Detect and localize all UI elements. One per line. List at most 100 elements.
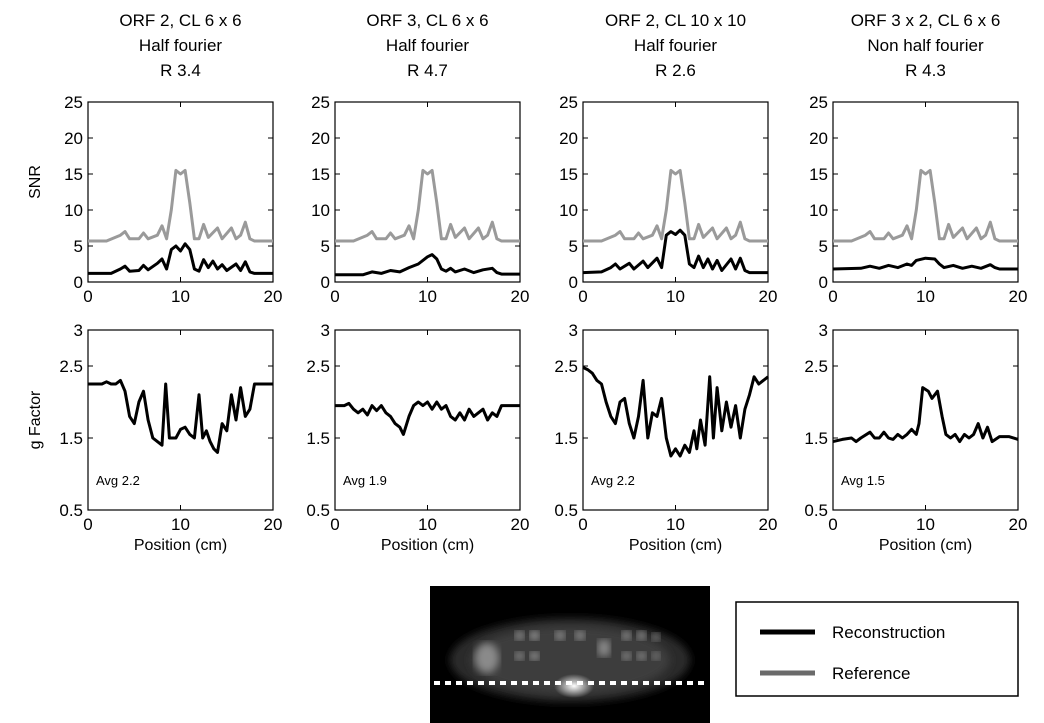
x-axis-label: Position (cm) bbox=[879, 537, 972, 554]
gfactor-panel-0-xtick-label: 0 bbox=[83, 515, 92, 534]
x-axis-label: Position (cm) bbox=[381, 537, 474, 554]
gfactor-panel-1-axes: 0.5 1.5 2.5 3 0 10 20 bbox=[306, 321, 529, 534]
gfactor-panel-1-xtick-label: 20 bbox=[511, 515, 530, 534]
gfactor-panel-1-xtick-label: 0 bbox=[330, 515, 339, 534]
snr-panel-1-ytick-label: 5 bbox=[321, 237, 330, 256]
gfactor-panel-2-xtick-label: 10 bbox=[666, 515, 685, 534]
panel-title-line: R 3.4 bbox=[160, 61, 201, 80]
gfactor-panel-2-ytick-label: 2.5 bbox=[554, 357, 578, 376]
legend-label-reference: Reference bbox=[832, 664, 910, 683]
legend: Reconstruction Reference bbox=[735, 601, 1019, 697]
gfactor-panel-3-xtick-label: 20 bbox=[1009, 515, 1028, 534]
snr-panel-0-ytick-label: 20 bbox=[64, 129, 83, 148]
panel-title-line: Non half fourier bbox=[867, 36, 984, 55]
gfactor-panel-1-ytick-label: 1.5 bbox=[306, 429, 330, 448]
gfactor-panel-0-ytick-label: 0.5 bbox=[59, 501, 83, 520]
snr-panel-3-ytick-label: 15 bbox=[809, 165, 828, 184]
snr-panel-2-axes: 0 5 10 15 20 25 0 10 20 bbox=[559, 93, 777, 306]
avg-annotation: Avg 1.9 bbox=[343, 473, 387, 488]
snr-reconstruction-line bbox=[335, 253, 520, 277]
snr-axis-label: SNR bbox=[27, 165, 44, 199]
gfactor-panel-2-ytick-label: 0.5 bbox=[554, 501, 578, 520]
snr-panel-3-xtick-label: 10 bbox=[916, 287, 935, 306]
snr-panel-2-ytick-label: 5 bbox=[569, 237, 578, 256]
gfactor-panel-3-xtick-label: 0 bbox=[828, 515, 837, 534]
snr-reconstruction-line bbox=[582, 228, 768, 275]
gfactor-panel-0-axes: 0.5 1.5 2.5 3 0 10 20 bbox=[59, 321, 282, 534]
phantom-image bbox=[430, 586, 710, 723]
snr-reference-line bbox=[833, 168, 1018, 243]
snr-panel-1-xtick-label: 0 bbox=[330, 287, 339, 306]
gfactor-panel-3-ytick-label: 3 bbox=[819, 321, 828, 340]
gfactor-panel-2-xtick-label: 0 bbox=[578, 515, 587, 534]
gfactor-panel-3-ytick-label: 1.5 bbox=[804, 429, 828, 448]
panel-title-line: Half fourier bbox=[634, 36, 717, 55]
snr-panel-3-ytick-label: 20 bbox=[809, 129, 828, 148]
gfactor-panel-2-ytick-label: 3 bbox=[569, 321, 578, 340]
snr-panel-1-ytick-label: 15 bbox=[311, 165, 330, 184]
snr-panel-2-ytick-label: 25 bbox=[559, 93, 578, 112]
gfactor-line bbox=[582, 366, 769, 458]
snr-panel-1-xtick-label: 20 bbox=[511, 287, 530, 306]
gfactor-panel-3-xtick-label: 10 bbox=[916, 515, 935, 534]
snr-panel-1-axes: 0 5 10 15 20 25 0 10 20 bbox=[311, 93, 529, 306]
gfactor-panel-1-ytick-label: 0.5 bbox=[306, 501, 330, 520]
gfactor-panel-2-xtick-label: 20 bbox=[759, 515, 778, 534]
snr-panel-0-axes: 0 5 10 15 20 25 0 10 20 bbox=[64, 93, 282, 306]
snr-panel-2-ytick-label: 10 bbox=[559, 201, 578, 220]
x-axis-label: Position (cm) bbox=[134, 537, 227, 554]
avg-annotation: Avg 2.2 bbox=[96, 473, 140, 488]
snr-panel-3-ytick-label: 10 bbox=[809, 201, 828, 220]
snr-panel-1-ytick-label: 0 bbox=[321, 273, 330, 292]
snr-panel-0-ytick-label: 0 bbox=[74, 273, 83, 292]
gfactor-panel-0-xtick-label: 10 bbox=[171, 515, 190, 534]
panel-title-line: Half fourier bbox=[139, 36, 222, 55]
snr-reference-line bbox=[88, 168, 273, 243]
chart-panels: ORF 2, CL 6 x 6 Half fourier R 3.4 0 5 10 15 20… bbox=[27, 11, 1027, 554]
snr-panel-2-ytick-label: 15 bbox=[559, 165, 578, 184]
snr-panel-0-xtick-label: 10 bbox=[171, 287, 190, 306]
gfactor-panel-0-ytick-label: 3 bbox=[74, 321, 83, 340]
snr-panel-3-ytick-label: 25 bbox=[809, 93, 828, 112]
avg-annotation: Avg 1.5 bbox=[841, 473, 885, 488]
gfactor-panel-0-ytick-label: 1.5 bbox=[59, 429, 83, 448]
snr-panel-3-ytick-label: 5 bbox=[819, 237, 828, 256]
snr-panel-3-xtick-label: 0 bbox=[828, 287, 837, 306]
gfactor-axis-label: g Factor bbox=[27, 390, 44, 449]
snr-panel-3-xtick-label: 20 bbox=[1009, 287, 1028, 306]
gfactor-line bbox=[335, 400, 520, 436]
snr-panel-0-ytick-label: 15 bbox=[64, 165, 83, 184]
panel-title-line: ORF 2, CL 6 x 6 bbox=[119, 11, 241, 30]
snr-panel-0-ytick-label: 10 bbox=[64, 201, 83, 220]
panel-title-line: R 4.3 bbox=[905, 61, 946, 80]
gfactor-line bbox=[88, 378, 273, 454]
snr-panel-2-xtick-label: 0 bbox=[578, 287, 587, 306]
gfactor-panel-2-axes: 0.5 1.5 2.5 3 0 10 20 bbox=[554, 321, 777, 534]
panel-title-line: Half fourier bbox=[386, 36, 469, 55]
snr-panel-0-xtick-label: 20 bbox=[264, 287, 283, 306]
avg-annotation: Avg 2.2 bbox=[591, 473, 635, 488]
snr-panel-2-ytick-label: 0 bbox=[569, 273, 578, 292]
snr-panel-2-xtick-label: 10 bbox=[666, 287, 685, 306]
gfactor-panel-1-ytick-label: 2.5 bbox=[306, 357, 330, 376]
gfactor-panel-1-ytick-label: 3 bbox=[321, 321, 330, 340]
snr-panel-3-axes: 0 5 10 15 20 25 0 10 20 bbox=[809, 93, 1027, 306]
panel-title-line: ORF 2, CL 10 x 10 bbox=[605, 11, 746, 30]
gfactor-line bbox=[832, 386, 1019, 444]
snr-panel-0-ytick-label: 25 bbox=[64, 93, 83, 112]
snr-panel-0-xtick-label: 0 bbox=[83, 287, 92, 306]
snr-reference-line bbox=[583, 168, 768, 243]
snr-panel-2-xtick-label: 20 bbox=[759, 287, 778, 306]
snr-reference-line bbox=[335, 168, 520, 243]
gfactor-panel-2-ytick-label: 1.5 bbox=[554, 429, 578, 448]
gfactor-panel-3-ytick-label: 0.5 bbox=[804, 501, 828, 520]
snr-panel-0-ytick-label: 5 bbox=[74, 237, 83, 256]
panel-title-line: R 4.7 bbox=[407, 61, 448, 80]
panel-title-line: R 2.6 bbox=[655, 61, 696, 80]
snr-panel-1-ytick-label: 25 bbox=[311, 93, 330, 112]
gfactor-panel-0-xtick-label: 20 bbox=[264, 515, 283, 534]
panel-title-line: ORF 3, CL 6 x 6 bbox=[366, 11, 488, 30]
gfactor-panel-3-axes: 0.5 1.5 2.5 3 0 10 20 bbox=[804, 321, 1027, 534]
gfactor-panel-0-ytick-label: 2.5 bbox=[59, 357, 83, 376]
